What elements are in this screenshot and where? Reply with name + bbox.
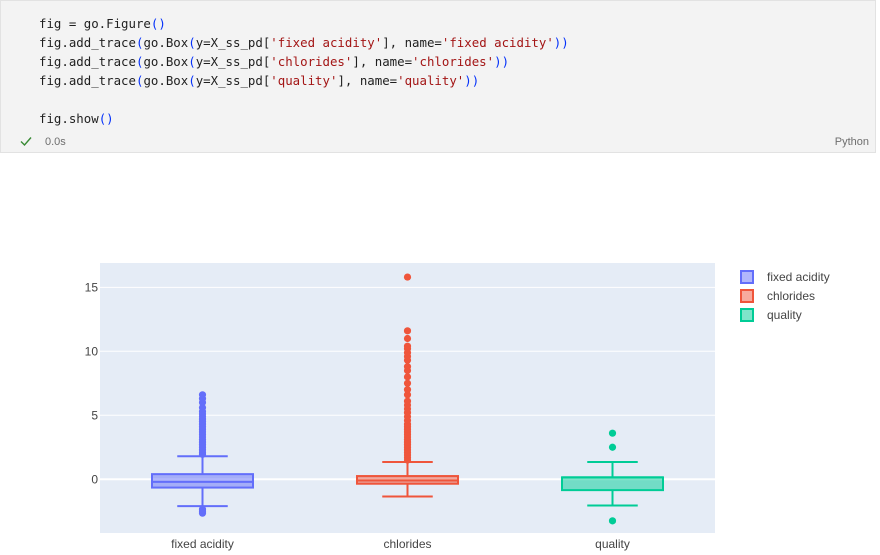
outlier-point [198,509,207,517]
code-editor[interactable]: fig = go.Figure() fig.add_trace(go.Box(y… [39,14,569,128]
legend-swatch [740,308,754,322]
outlier-point [608,429,617,437]
x-tick-label: chlorides [383,537,431,551]
outlier-point [403,379,412,387]
code-cell[interactable]: fig = go.Figure() fig.add_trace(go.Box(y… [0,0,876,153]
code-line: fig = go.Figure() [39,16,166,31]
x-tick-label: fixed acidity [171,537,234,551]
outlier-point [608,517,617,525]
outlier-point [403,334,412,343]
outlier-point [198,391,207,399]
cell-status-bar: 0.0s Python [1,132,875,152]
box [561,476,664,492]
language-label[interactable]: Python [834,136,869,148]
y-tick-label: 15 [85,280,99,294]
outlier-point [608,443,617,451]
legend-label: quality [767,308,802,322]
outlier-point [403,386,412,394]
code-line: fig.show() [39,111,114,126]
y-tick-label: 10 [85,344,99,358]
y-tick-label: 5 [91,408,98,422]
execution-time: 0.0s [45,136,66,148]
y-tick-label: 0 [91,472,98,486]
outlier-point [198,403,207,412]
outlier-point [403,397,412,405]
code-line: fig.add_trace(go.Box(y=X_ss_pd['chloride… [39,54,510,69]
check-icon [20,137,32,147]
box-plot: 0 5 10 15 fixed acidity chlorides quality fixed… [85,263,830,551]
outlier-point [403,273,412,281]
outlier-point [403,327,412,335]
code-line: fig.add_trace(go.Box(y=X_ss_pd['quality'… [39,73,480,88]
outlier-point [403,363,412,371]
outlier-point [403,373,412,381]
legend-swatch [740,270,754,284]
legend-swatch [740,289,754,303]
x-tick-label: quality [595,537,630,551]
legend-label: fixed acidity [767,270,830,284]
code-line: fig.add_trace(go.Box(y=X_ss_pd['fixed ac… [39,35,569,50]
outlier-point [403,342,412,350]
outlier-point [403,391,412,399]
legend-label: chlorides [767,289,815,303]
